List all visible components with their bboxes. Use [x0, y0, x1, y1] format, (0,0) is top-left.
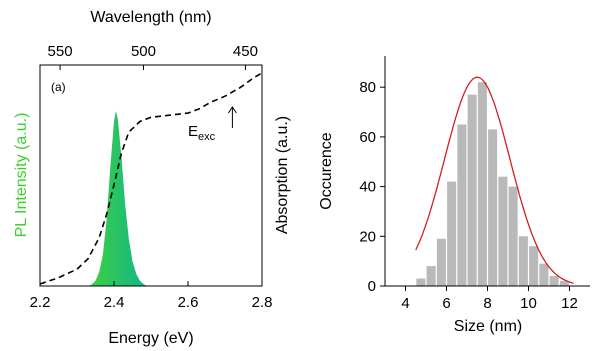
- left-plot-marks: [40, 72, 262, 286]
- panel-label: (a): [51, 80, 66, 94]
- histogram-bar: [447, 181, 457, 286]
- histogram-bar: [498, 176, 508, 286]
- left-panel: 2.2 2.4 2.6 2.8 550 500 450 (a) Wavelength (n…: [13, 9, 291, 347]
- right-y-tick-label: 60: [359, 129, 376, 146]
- left-plot-frame: [39, 64, 263, 287]
- top-tick-label: 500: [131, 43, 156, 60]
- annotation-text: E: [188, 123, 198, 140]
- right-y-axis-label: Occurence: [318, 132, 335, 209]
- histogram-bar: [426, 266, 436, 286]
- right-x-tick-label: 4: [401, 295, 409, 312]
- excitation-annotation: Eexc: [188, 106, 237, 143]
- y-axis-label-left: PL Intensity (a.u.): [13, 113, 30, 238]
- right-plot-marks: [415, 76, 574, 286]
- histogram-bar: [477, 82, 487, 286]
- histogram-bar: [559, 281, 569, 286]
- histogram-bar: [508, 186, 518, 286]
- absorption-line: [40, 72, 262, 285]
- x-tick-label: 2.4: [104, 294, 125, 311]
- histogram-bar: [549, 276, 559, 286]
- right-x-ticks: 4 6 8 10 12: [401, 286, 578, 312]
- x-tick-label: 2.8: [252, 294, 273, 311]
- left-top-ticks: 550 500 450: [48, 43, 258, 70]
- x-tick-label: 2.2: [30, 294, 51, 311]
- excitation-arrow-head: [227, 106, 237, 114]
- histogram-bar: [518, 236, 528, 286]
- x-axis-label: Energy (eV): [108, 330, 193, 347]
- right-x-tick-label: 6: [442, 295, 450, 312]
- y-axis-label-right: Absorption (a.u.): [274, 116, 291, 234]
- top-axis-label: Wavelength (nm): [90, 9, 211, 26]
- right-y-tick-label: 20: [359, 228, 376, 245]
- histogram-bar: [457, 124, 467, 286]
- top-tick-label: 550: [48, 43, 73, 60]
- histogram-bar: [539, 263, 549, 286]
- pl-intensity-area: [88, 111, 148, 286]
- right-y-tick-label: 80: [359, 79, 376, 96]
- right-x-tick-label: 8: [483, 295, 491, 312]
- right-x-tick-label: 10: [520, 295, 537, 312]
- gaussian-fit-line: [415, 76, 574, 284]
- histogram-bar: [488, 129, 498, 286]
- right-y-tick-label: 40: [359, 179, 376, 196]
- svg-text:Eexc: Eexc: [188, 123, 216, 143]
- right-panel: 4 6 8 10 12 0 20 40 60 80 Size (nm) Occurence: [318, 56, 590, 335]
- top-tick-label: 450: [233, 43, 258, 60]
- x-tick-label: 2.6: [178, 294, 199, 311]
- right-x-axis-label: Size (nm): [454, 318, 522, 335]
- annotation-subscript: exc: [198, 131, 216, 143]
- left-x-ticks: 2.2 2.4 2.6 2.8: [30, 281, 273, 311]
- right-x-tick-label: 12: [561, 295, 578, 312]
- histogram-bar: [529, 246, 539, 286]
- histogram-bar: [436, 238, 446, 286]
- histogram-bar: [467, 94, 477, 286]
- right-y-tick-label: 0: [368, 278, 376, 295]
- histogram-bar: [416, 278, 426, 286]
- right-y-ticks: 0 20 40 60 80: [359, 79, 385, 295]
